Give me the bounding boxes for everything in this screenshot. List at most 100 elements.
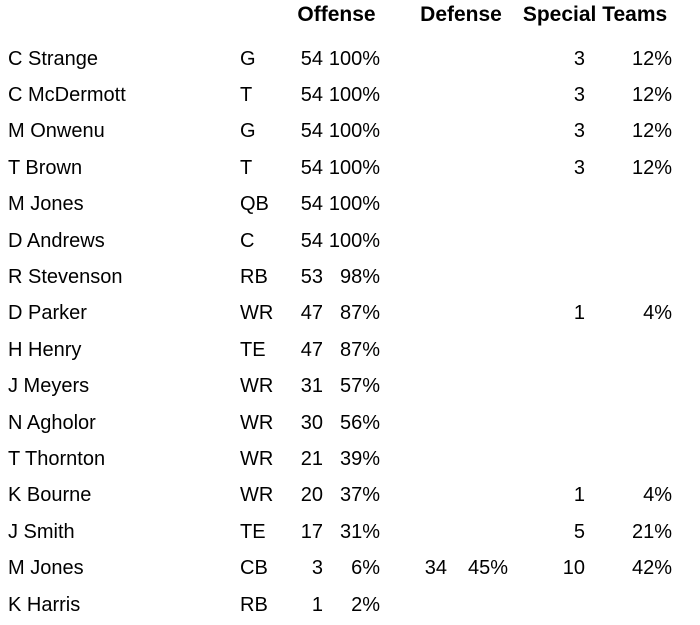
cell-name: J Smith <box>8 520 75 543</box>
cell-off-pct: 100% <box>328 47 380 70</box>
cell-def-pct <box>452 259 513 295</box>
cell-def-snaps <box>385 41 452 77</box>
cell-def-pct <box>452 332 513 368</box>
cell-off-snaps: 54 <box>300 229 323 252</box>
cell-st-pct <box>590 405 677 441</box>
offense-header: Offense <box>297 3 376 26</box>
table-row: H Henry TE 47 87% <box>8 332 677 368</box>
cell-off-snaps: 53 <box>300 266 323 289</box>
cell-def-snaps <box>385 259 452 295</box>
cell-st-pct: 4% <box>643 302 673 325</box>
cell-def-snaps <box>385 369 452 405</box>
cell-def-snaps <box>385 296 452 332</box>
cell-name: J Meyers <box>8 375 90 398</box>
cell-st-pct <box>590 587 677 623</box>
cell-st-snaps: 10 <box>562 557 586 580</box>
cell-name: T Thornton <box>8 447 106 470</box>
cell-off-snaps: 47 <box>300 338 323 361</box>
cell-pos: C <box>240 229 255 252</box>
cell-off-snaps: 47 <box>300 302 323 325</box>
cell-st-snaps <box>513 332 590 368</box>
table-row: D Andrews C 54 100% <box>8 223 677 259</box>
table-row: N Agholor WR 30 56% <box>8 405 677 441</box>
cell-def-pct <box>452 150 513 186</box>
table-row: M Onwenu G 54 100% 3 12% <box>8 114 677 150</box>
cell-pos: WR <box>240 302 274 325</box>
cell-st-pct <box>590 369 677 405</box>
cell-off-pct: 56% <box>339 411 380 434</box>
cell-pos: G <box>240 120 256 143</box>
cell-st-snaps: 5 <box>573 520 586 543</box>
cell-off-snaps: 1 <box>311 593 323 616</box>
table-row: D Parker WR 47 87% 1 4% <box>8 296 677 332</box>
cell-def-pct <box>452 514 513 550</box>
cell-off-pct: 100% <box>328 120 380 143</box>
cell-off-snaps: 30 <box>300 411 323 434</box>
cell-def-snaps <box>385 223 452 259</box>
cell-pos: G <box>240 47 256 70</box>
cell-st-pct: 21% <box>632 520 673 543</box>
cell-def-snaps <box>385 587 452 623</box>
cell-off-snaps: 21 <box>300 447 323 470</box>
cell-st-pct: 12% <box>632 120 673 143</box>
cell-name: C Strange <box>8 47 99 70</box>
cell-name: C McDermott <box>8 84 126 107</box>
snap-count-table: Offense Defense Special Teams C Strange G… <box>8 0 677 623</box>
cell-def-pct <box>452 296 513 332</box>
cell-st-snaps: 3 <box>573 47 586 70</box>
cell-st-snaps <box>513 187 590 223</box>
cell-def-snaps <box>385 514 452 550</box>
cell-off-pct: 31% <box>339 520 380 543</box>
cell-st-pct: 12% <box>632 47 673 70</box>
cell-def-snaps <box>385 187 452 223</box>
cell-st-snaps <box>513 223 590 259</box>
table-row: M Jones CB 3 6% 34 45% 10 42% <box>8 550 677 586</box>
cell-def-pct <box>452 441 513 477</box>
cell-off-snaps: 54 <box>300 84 323 107</box>
cell-st-pct: 12% <box>632 156 673 179</box>
cell-name: R Stevenson <box>8 266 123 289</box>
cell-name: K Bourne <box>8 484 92 507</box>
cell-name: N Agholor <box>8 411 96 434</box>
cell-pos: RB <box>240 593 268 616</box>
player-header-spacer <box>8 0 240 41</box>
cell-def-snaps <box>385 332 452 368</box>
cell-st-snaps: 3 <box>573 84 586 107</box>
table-row: C McDermott T 54 100% 3 12% <box>8 77 677 113</box>
cell-name: K Harris <box>8 593 81 616</box>
cell-off-snaps: 54 <box>300 156 323 179</box>
cell-off-snaps: 20 <box>300 484 323 507</box>
cell-off-snaps: 54 <box>300 120 323 143</box>
table-row: R Stevenson RB 53 98% <box>8 259 677 295</box>
cell-def-snaps <box>385 114 452 150</box>
cell-off-pct: 87% <box>339 302 380 325</box>
cell-off-pct: 100% <box>328 156 380 179</box>
cell-def-snaps <box>385 405 452 441</box>
cell-pos: WR <box>240 447 274 470</box>
cell-pos: WR <box>240 411 274 434</box>
table-row: C Strange G 54 100% 3 12% <box>8 41 677 77</box>
cell-name: D Andrews <box>8 229 105 252</box>
cell-st-snaps: 1 <box>573 302 586 325</box>
cell-off-pct: 87% <box>339 338 380 361</box>
cell-def-pct <box>452 114 513 150</box>
cell-off-snaps: 31 <box>300 375 323 398</box>
table-row: J Smith TE 17 31% 5 21% <box>8 514 677 550</box>
cell-st-snaps <box>513 369 590 405</box>
cell-st-snaps <box>513 259 590 295</box>
cell-def-snaps <box>385 150 452 186</box>
cell-st-pct <box>590 332 677 368</box>
cell-pos: WR <box>240 375 274 398</box>
cell-st-snaps <box>513 587 590 623</box>
defense-header: Defense <box>420 3 502 26</box>
cell-def-snaps <box>385 441 452 477</box>
cell-pos: WR <box>240 484 274 507</box>
cell-st-snaps <box>513 405 590 441</box>
table-row: T Thornton WR 21 39% <box>8 441 677 477</box>
table-row: T Brown T 54 100% 3 12% <box>8 150 677 186</box>
cell-st-pct <box>590 187 677 223</box>
cell-st-pct: 42% <box>632 557 673 580</box>
cell-pos: T <box>240 84 253 107</box>
cell-name: M Jones <box>8 193 84 216</box>
cell-def-pct <box>452 223 513 259</box>
